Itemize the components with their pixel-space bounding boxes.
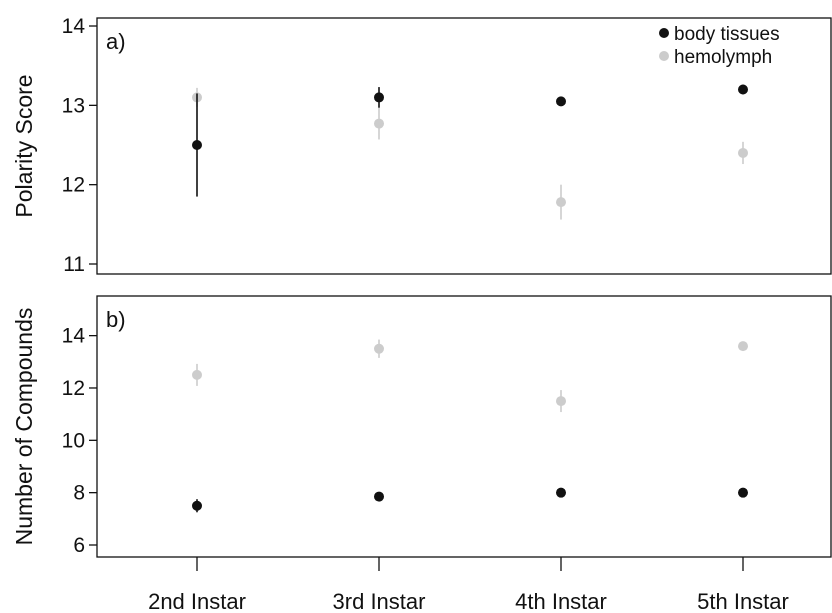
- data-point: [556, 487, 566, 498]
- y-tick-label: 6: [73, 534, 85, 557]
- legend-label: hemolymph: [674, 47, 772, 68]
- plot-frame: [96, 17, 832, 275]
- data-point: [738, 487, 748, 498]
- data-point: [374, 491, 384, 502]
- plot-frame: [96, 295, 832, 558]
- legend-marker: [659, 28, 669, 38]
- y-tick-label: 8: [73, 482, 85, 505]
- y-tick-label: 11: [63, 253, 85, 276]
- y-tick-label: 12: [62, 174, 85, 197]
- data-point: [556, 197, 566, 208]
- y-tick-label: 13: [62, 94, 85, 117]
- panel-1: 11 12 13 14 Polarity Score a) body tissueshemo…: [11, 15, 832, 276]
- y-axis-title: Number of Compounds: [11, 308, 37, 546]
- series-body-tissues: [192, 487, 748, 513]
- data-point: [374, 343, 384, 354]
- data-point: [374, 92, 384, 103]
- data-point: [738, 84, 748, 95]
- series-hemolymph: [192, 87, 748, 220]
- data-point: [556, 396, 566, 407]
- data-point: [738, 341, 748, 352]
- data-point: [556, 96, 566, 107]
- legend-label: body tissues: [674, 24, 780, 45]
- data-point: [374, 118, 384, 129]
- series-hemolymph: [192, 339, 748, 413]
- series-body-tissues: [192, 84, 748, 197]
- x-tick-label: 3rd Instar: [333, 589, 426, 613]
- data-point: [192, 500, 202, 511]
- y-tick-label: 12: [62, 377, 85, 400]
- y-tick-label: 14: [62, 325, 86, 348]
- legend-marker: [659, 51, 669, 61]
- x-tick-label: 4th Instar: [515, 589, 607, 613]
- data-point: [192, 369, 202, 380]
- panel-2: 6 8 10 12 14 Number of Compounds b): [11, 295, 832, 558]
- panel-label: a): [106, 29, 126, 54]
- data-point: [738, 147, 748, 158]
- x-tick-label: 2nd Instar: [148, 589, 246, 613]
- x-axis: 2nd Instar 3rd Instar 4th Instar 5th Instar: [148, 557, 789, 613]
- y-tick-label: 14: [62, 15, 86, 38]
- x-tick-label: 5th Instar: [697, 589, 789, 613]
- y-tick-label: 10: [62, 429, 85, 452]
- data-point: [192, 140, 202, 151]
- panel-label: b): [106, 307, 126, 332]
- y-axis-title: Polarity Score: [11, 74, 37, 217]
